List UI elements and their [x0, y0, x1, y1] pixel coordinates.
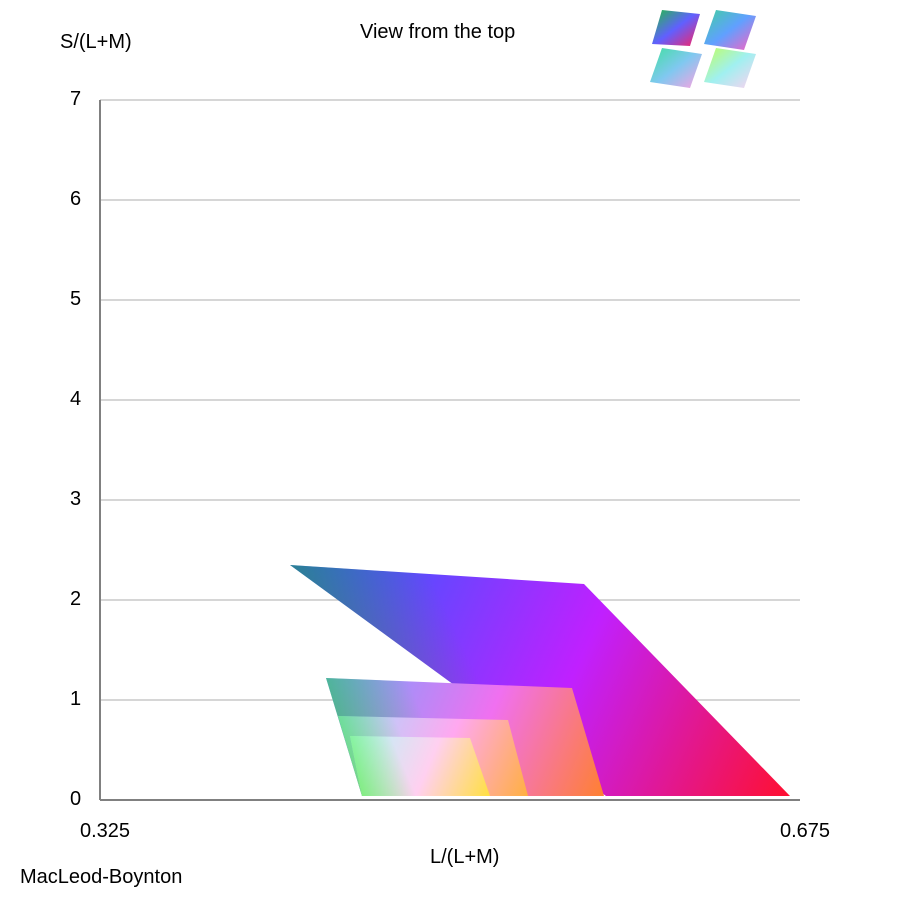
- view-label: View from the top: [360, 21, 516, 43]
- x-axis-title: L/(L+M): [430, 846, 500, 868]
- y-tick-label-3: 3: [70, 488, 82, 510]
- y-tick-label-7: 7: [70, 88, 82, 110]
- view-thumb-bottom-right[interactable]: [704, 48, 756, 88]
- x-tick-label-max: 0.675: [780, 820, 831, 842]
- y-tick-label-5: 5: [70, 288, 82, 310]
- y-tick-label-4: 4: [70, 388, 82, 410]
- grid-lines: [100, 99, 800, 701]
- view-thumb-bottom-left[interactable]: [650, 48, 702, 88]
- x-tick-label-min: 0.325: [80, 820, 131, 842]
- gamut-regions: [290, 565, 790, 796]
- view-thumb-top-left[interactable]: [650, 10, 702, 50]
- y-tick-label-0: 0: [70, 788, 82, 810]
- view-thumb-top-right[interactable]: [704, 10, 756, 50]
- axes: [99, 100, 800, 801]
- y-tick-label-1: 1: [70, 688, 82, 710]
- y-tick-label-2: 2: [70, 588, 82, 610]
- gamut-region-shade-0: [290, 565, 790, 796]
- gamut-region-shade-3: [350, 736, 490, 796]
- y-axis-title: S/(L+M): [60, 31, 132, 53]
- color-space-label: MacLeod-Boynton: [20, 866, 183, 888]
- y-tick-label-6: 6: [70, 188, 82, 210]
